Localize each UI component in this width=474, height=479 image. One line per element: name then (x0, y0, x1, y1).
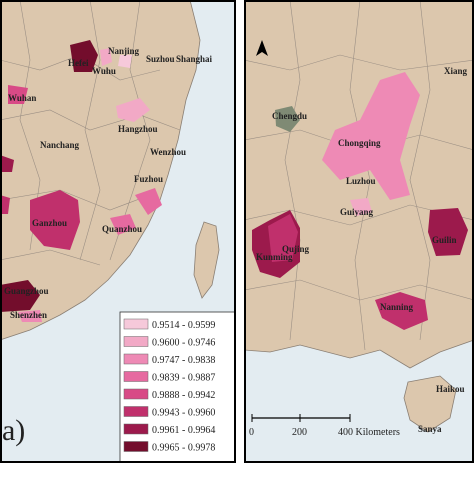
city-label: Chengdu (272, 111, 307, 121)
legend-swatch (123, 318, 149, 330)
legend-swatch (123, 406, 149, 417)
city-label: Wenzhou (150, 147, 186, 157)
city-label: Kunming (256, 252, 293, 262)
legend-swatch (123, 388, 149, 400)
scale-label: 400 Kilometers (338, 427, 400, 438)
legend-label: 0.9961 - 0.9964 (152, 425, 215, 436)
legend-label: 0.9600 - 0.9746 (152, 338, 215, 349)
legend-swatch (123, 371, 149, 382)
city-label: Guiyang (340, 207, 374, 217)
city-label: Nanning (380, 302, 414, 312)
legend-label: 0.9943 - 0.9960 (152, 408, 215, 419)
city-label: Hefei (68, 58, 89, 68)
legend-swatch (123, 441, 149, 452)
legend-label: 0.9747 - 0.9838 (152, 355, 215, 366)
city-label: Ganzhou (32, 218, 67, 228)
city-label: Guangzhou (4, 286, 49, 296)
left-frame (0, 0, 236, 463)
legend-swatch (123, 353, 149, 365)
legend-swatch (123, 336, 149, 347)
scale-label: 200 (292, 427, 307, 438)
right-frame (244, 0, 474, 463)
legend-label: 0.9839 - 0.9887 (152, 373, 215, 384)
city-label: Guilin (432, 235, 457, 245)
city-label: Chongqing (338, 138, 381, 148)
city-label: Qujing (282, 244, 310, 254)
city-label: Hangzhou (118, 124, 158, 134)
city-label: Shanghai (176, 54, 213, 64)
legend-box (119, 311, 234, 461)
panel-label: (a) (0, 414, 25, 447)
city-label: Xiang (444, 66, 468, 76)
city-label: Haikou (436, 384, 465, 394)
city-label: Nanchang (40, 140, 80, 150)
legend-label: 0.9888 - 0.9942 (152, 390, 215, 401)
scale-label: 0 (249, 427, 254, 438)
city-label: Quanzhou (102, 224, 142, 234)
right-panel: Xiang Chengdu Chongqing Luzhou Guiyang Kunmin… (246, 2, 472, 461)
city-label: Luzhou (346, 176, 376, 186)
legend-label: 0.9514 - 0.9599 (152, 320, 215, 331)
city-label: Suzhou (146, 54, 175, 64)
legend-swatch (123, 423, 149, 435)
north-arrow (256, 40, 268, 56)
city-label: Fuzhou (134, 174, 163, 184)
city-label: Sanya (418, 424, 442, 434)
city-label: Nanjing (108, 46, 140, 56)
legend-label: 0.9965 - 0.9978 (152, 443, 215, 454)
city-label: Shenzhen (10, 310, 47, 320)
city-label: Wuhan (8, 93, 36, 103)
city-label: Wuhu (92, 66, 116, 76)
